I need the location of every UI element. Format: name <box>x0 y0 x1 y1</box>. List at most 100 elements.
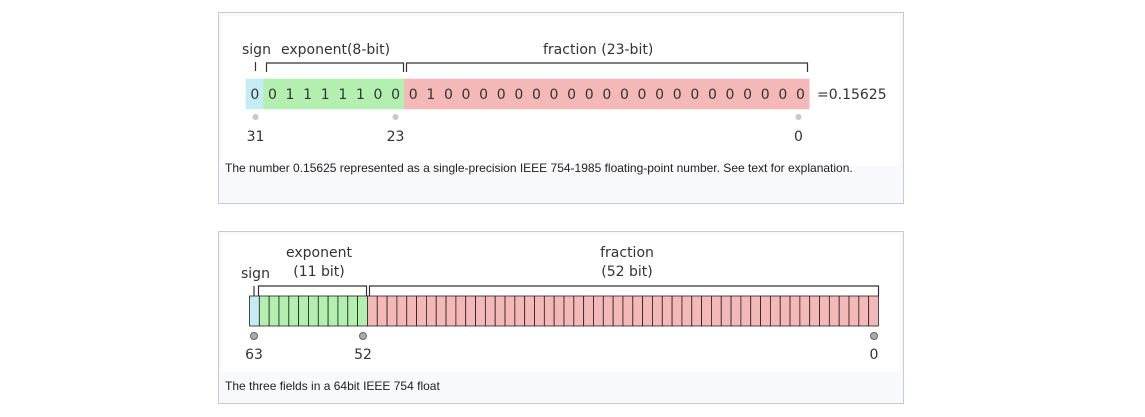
fraction-bit-value: 0 <box>479 87 488 103</box>
fraction-bit-value: 0 <box>462 87 471 103</box>
fraction-bit-cell-64 <box>858 295 870 327</box>
fraction-bit-cell-64 <box>612 295 624 327</box>
fraction-bit-cell-64 <box>681 295 693 327</box>
fraction-position-marker-64 <box>870 332 878 340</box>
fraction-bit-cell-64 <box>416 295 427 327</box>
fraction-bit-value: 0 <box>778 87 787 103</box>
fraction-bit-value: 0 <box>638 87 647 103</box>
fraction-bit-value: 0 <box>761 87 770 103</box>
sign-bit-value: 0 <box>250 87 259 103</box>
exponent-bit-cell-64 <box>258 295 270 327</box>
fraction-bit-cell-64 <box>376 295 388 327</box>
fraction-bit-cell-64 <box>799 295 811 327</box>
sign-label: sign <box>242 42 271 58</box>
fraction-bit-cell-64 <box>524 295 535 327</box>
fraction-bit-cell-64 <box>711 295 722 327</box>
fraction-bit-cell-64 <box>367 295 378 327</box>
fraction-bit-value: 0 <box>497 87 506 103</box>
fraction-bit-cell-64 <box>720 295 732 327</box>
fraction-bit-value: 1 <box>426 87 435 103</box>
fraction-bit-value: 0 <box>532 87 541 103</box>
single-precision-svg: sign exponent(8-bit) fraction (23-bit) 0… <box>242 42 887 145</box>
result-value: =0.15625 <box>817 87 887 103</box>
double-precision-figure: sign exponent (11 bit) fraction (52 bit)… <box>218 231 904 404</box>
fraction-bit-cell-64 <box>789 295 801 327</box>
exponent-bit-value: 0 <box>268 87 277 103</box>
exponent-bit-value: 1 <box>286 87 295 103</box>
position-0-64: 0 <box>870 347 879 363</box>
fraction-bit-cell-64 <box>553 295 565 327</box>
position-52: 52 <box>354 347 372 363</box>
fraction-bit-value: 0 <box>708 87 717 103</box>
exponent-bit-cell-64 <box>317 295 329 327</box>
exponent-bit-cell-64 <box>347 295 359 327</box>
fraction-bit-value: 0 <box>743 87 752 103</box>
fraction-bit-cell-64 <box>769 295 781 327</box>
fraction-bit-value: 0 <box>514 87 523 103</box>
fraction-bit-cell-64 <box>573 295 585 327</box>
fraction-bit-value: 0 <box>550 87 559 103</box>
fraction-bit-cell-64 <box>868 295 879 327</box>
fraction-bit-value: 0 <box>620 87 629 103</box>
fraction-bit-cell-64 <box>652 295 663 327</box>
fraction-bit-value: 0 <box>585 87 594 103</box>
fraction-position-marker <box>795 114 802 120</box>
fraction-bit-cell-64 <box>543 295 555 327</box>
exponent-bit-value: 1 <box>321 87 330 103</box>
fraction-bit-cell-64 <box>622 295 634 327</box>
fraction-bit-cell-64 <box>396 295 408 327</box>
fraction-bit-value: 0 <box>673 87 682 103</box>
fraction-bit-cell-64 <box>828 295 840 327</box>
fraction-bit-cell-64 <box>563 295 575 327</box>
fraction-bracket <box>405 62 809 72</box>
fraction-bit-cell-64 <box>426 295 437 327</box>
single-precision-caption: The number 0.15625 represented as a sing… <box>225 161 853 175</box>
single-precision-diagram: sign exponent(8-bit) fraction (23-bit) 0… <box>222 16 900 166</box>
double-precision-caption: The three fields in a 64bit IEEE 754 flo… <box>225 379 440 393</box>
double-precision-svg: sign exponent (11 bit) fraction (52 bit)… <box>241 245 880 363</box>
fraction-bit-cell-64 <box>661 295 673 327</box>
fraction-bit-cell-64 <box>445 295 457 327</box>
fraction-bit-cell-64 <box>730 295 742 327</box>
fraction-bit-cell-64 <box>475 295 486 327</box>
fraction-bit-cell-64 <box>671 295 683 327</box>
fraction-bit-cell-64 <box>465 295 476 327</box>
fraction-bit-cell-64 <box>760 295 771 327</box>
sign-label-64: sign <box>241 266 270 282</box>
exponent-label: exponent(8-bit) <box>281 42 390 58</box>
exponent-bracket <box>265 62 405 72</box>
fraction-bit-cell-64 <box>642 295 653 327</box>
position-0: 0 <box>794 129 803 145</box>
double-precision-diagram: sign exponent (11 bit) fraction (52 bit)… <box>222 235 900 372</box>
exponent-bit-cell-64 <box>298 295 309 327</box>
position-23: 23 <box>387 129 405 145</box>
exponent-bracket-64 <box>257 285 368 296</box>
exponent-bit-value: 1 <box>338 87 347 103</box>
fraction-bit-cell-64 <box>386 295 398 327</box>
fraction-bit-cell-64 <box>504 295 516 327</box>
fraction-bracket-64 <box>368 285 880 296</box>
fraction-bit-value: 0 <box>655 87 664 103</box>
fraction-label-64: fraction <box>600 245 654 261</box>
exponent-bit-value: 1 <box>356 87 365 103</box>
sign-position-marker-64 <box>250 332 258 340</box>
sign-bit-cell-64 <box>249 295 260 327</box>
exponent-bit-value: 0 <box>391 87 400 103</box>
exponent-bit-value: 1 <box>303 87 312 103</box>
fraction-bit-cell-64 <box>809 295 820 327</box>
fraction-bit-cell-64 <box>848 295 860 327</box>
fraction-bit-cell-64 <box>779 295 791 327</box>
fraction-bit-cell-64 <box>602 295 614 327</box>
fraction-bit-cell-64 <box>583 295 594 327</box>
fraction-bit-cell <box>791 78 810 110</box>
exponent-label-64: exponent <box>286 245 352 261</box>
fraction-bit-cell-64 <box>740 295 752 327</box>
fraction-bit-cell-64 <box>455 295 467 327</box>
exponent-bit-cell-64 <box>278 295 290 327</box>
fraction-bit-cell-64 <box>632 295 644 327</box>
fraction-bit-cell-64 <box>593 295 604 327</box>
fraction-bit-value: 0 <box>602 87 611 103</box>
fraction-bit-value: 0 <box>409 87 418 103</box>
single-precision-figure: sign exponent(8-bit) fraction (23-bit) 0… <box>218 12 904 204</box>
